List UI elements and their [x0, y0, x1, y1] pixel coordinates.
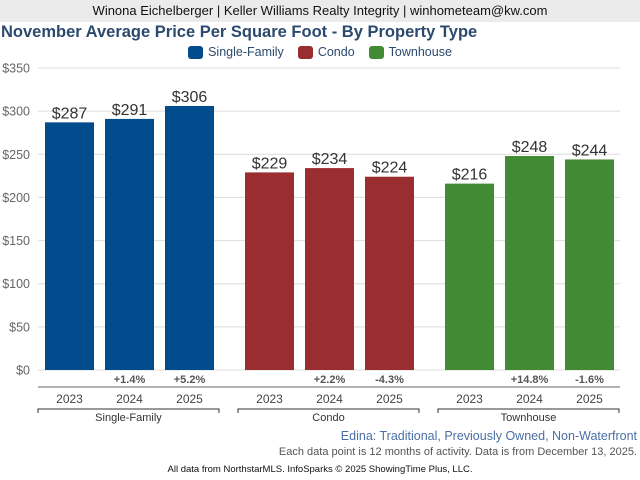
bar [305, 168, 354, 370]
bar-value-label: $244 [572, 142, 608, 159]
group-label: Single-Family [95, 412, 162, 424]
bar [445, 183, 494, 370]
bar [505, 156, 554, 370]
legend-label: Townhouse [388, 45, 452, 59]
change-label: -1.6% [575, 374, 604, 386]
bar-value-label: $287 [52, 105, 88, 122]
legend-item-single-family[interactable]: Single-Family [188, 45, 284, 59]
bar-value-label: $229 [252, 155, 288, 172]
group-label: Townhouse [501, 412, 557, 424]
bar [245, 172, 294, 370]
legend-item-townhouse[interactable]: Townhouse [368, 45, 452, 59]
data-note: Each data point is 12 months of activity… [278, 446, 637, 458]
agent-header: Winona Eichelberger | Keller Williams Re… [0, 0, 640, 22]
bar-value-label: $234 [312, 151, 348, 168]
legend-swatch [297, 45, 313, 59]
change-label: -4.3% [375, 374, 404, 386]
bar [565, 159, 614, 370]
y-tick-label: $300 [2, 105, 30, 119]
bar-value-label: $216 [452, 167, 488, 184]
group-label: Condo [312, 412, 344, 424]
legend-swatch [368, 45, 384, 59]
group-bracket [437, 408, 620, 413]
x-tick-label: 2023 [456, 392, 483, 406]
group-bracket [237, 408, 420, 413]
bar-value-label: $306 [172, 89, 208, 106]
x-tick-label: 2023 [56, 392, 83, 406]
x-tick-label: 2025 [176, 392, 203, 406]
change-label: +2.2% [314, 374, 346, 386]
legend: Single-Family Condo Townhouse [0, 45, 640, 59]
y-tick-label: $250 [2, 148, 30, 162]
bar [105, 118, 154, 370]
y-tick-label: $350 [2, 62, 30, 76]
y-tick-label: $50 [9, 320, 30, 334]
bar [45, 122, 94, 370]
bar-value-label: $224 [372, 160, 408, 177]
bar-value-label: $291 [112, 102, 148, 119]
legend-label: Condo [317, 45, 355, 59]
chart-subtitle: Edina: Traditional, Previously Owned, No… [340, 429, 637, 443]
y-tick-label: $100 [2, 277, 30, 291]
x-tick-label: 2025 [376, 392, 403, 406]
group-bracket [37, 408, 220, 413]
change-label: +14.8% [511, 374, 549, 386]
bar [365, 176, 414, 370]
x-tick-label: 2024 [316, 392, 343, 406]
legend-swatch [188, 45, 204, 59]
y-tick-label: $0 [16, 364, 30, 378]
x-tick-label: 2024 [116, 392, 143, 406]
x-tick-label: 2025 [576, 392, 603, 406]
change-label: +5.2% [174, 374, 206, 386]
bar [165, 105, 214, 371]
y-tick-label: $150 [2, 234, 30, 248]
footer-credit: All data from NorthstarMLS. InfoSparks ©… [167, 464, 473, 475]
x-tick-label: 2024 [516, 392, 543, 406]
y-tick-label: $200 [2, 191, 30, 205]
legend-label: Single-Family [208, 45, 284, 59]
bar-value-label: $248 [512, 139, 548, 156]
chart-title: November Average Price Per Square Foot -… [1, 23, 478, 41]
x-tick-label: 2023 [256, 392, 283, 406]
legend-item-condo[interactable]: Condo [297, 45, 355, 59]
change-label: +1.4% [114, 374, 146, 386]
